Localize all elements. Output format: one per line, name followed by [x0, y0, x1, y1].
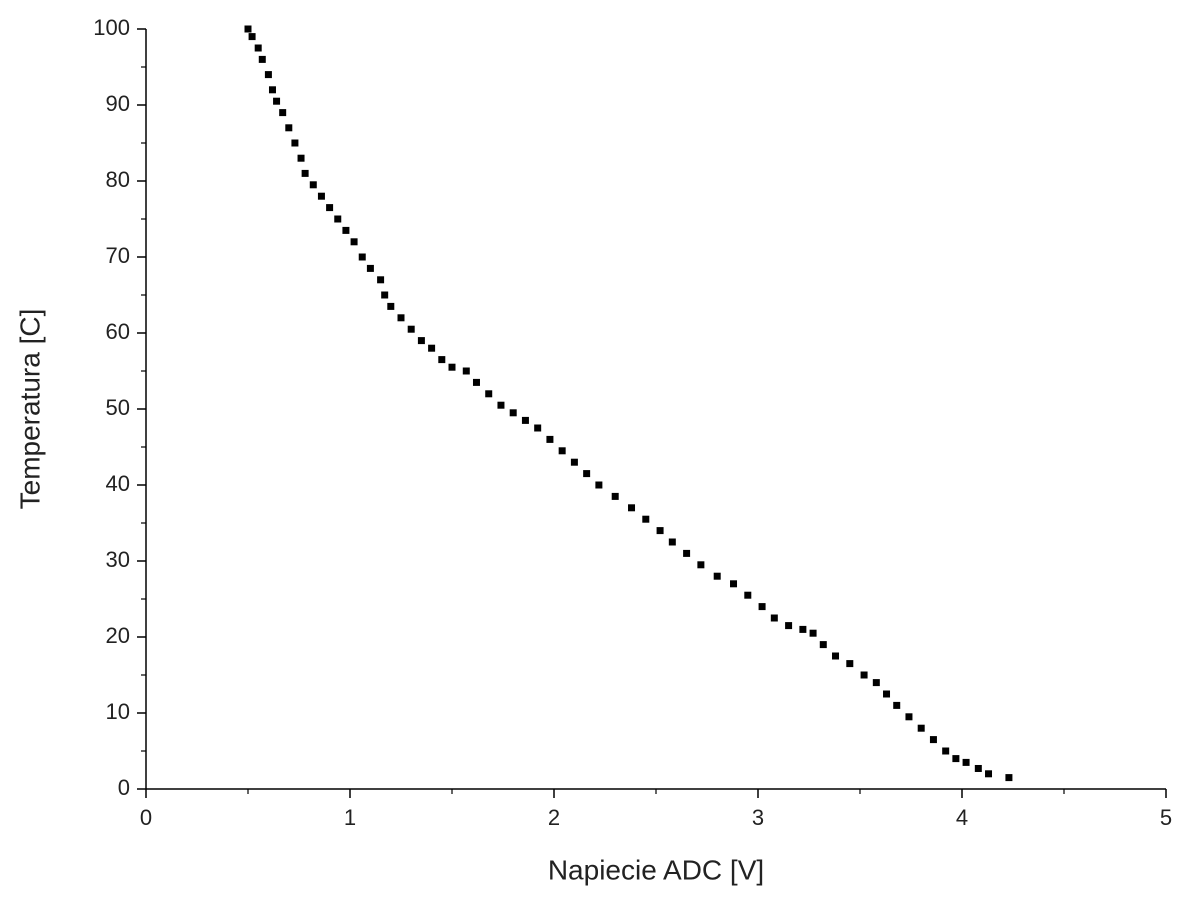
- point: [291, 139, 299, 147]
- point: [713, 572, 721, 580]
- point: [799, 625, 807, 633]
- point: [872, 679, 880, 687]
- point: [917, 724, 925, 732]
- point: [309, 181, 317, 189]
- point: [366, 264, 374, 272]
- point: [962, 758, 970, 766]
- point: [770, 614, 778, 622]
- y-tick-label: 70: [106, 243, 130, 268]
- point: [534, 424, 542, 432]
- point: [485, 390, 493, 398]
- point: [952, 755, 960, 763]
- point: [509, 409, 517, 417]
- point: [570, 458, 578, 466]
- point: [407, 325, 415, 333]
- point: [438, 356, 446, 364]
- point: [397, 314, 405, 322]
- point: [301, 169, 309, 177]
- x-tick-label: 2: [548, 805, 560, 830]
- point: [497, 401, 505, 409]
- x-tick-label: 4: [956, 805, 968, 830]
- y-tick-label: 80: [106, 167, 130, 192]
- y-tick-label: 100: [93, 15, 130, 40]
- point: [785, 622, 793, 630]
- point: [377, 276, 385, 284]
- point: [334, 215, 342, 223]
- point: [860, 671, 868, 679]
- point: [472, 378, 480, 386]
- point: [929, 736, 937, 744]
- point: [656, 527, 664, 535]
- point: [611, 492, 619, 500]
- y-tick-label: 30: [106, 547, 130, 572]
- point: [244, 25, 252, 33]
- point: [668, 538, 676, 546]
- point: [358, 253, 366, 261]
- x-tick-label: 0: [140, 805, 152, 830]
- point: [387, 302, 395, 310]
- point: [428, 344, 436, 352]
- point: [248, 33, 256, 41]
- point: [350, 238, 358, 246]
- x-tick-label: 5: [1160, 805, 1172, 830]
- point: [285, 124, 293, 132]
- point: [254, 44, 262, 52]
- point: [683, 549, 691, 557]
- point: [905, 713, 913, 721]
- x-tick-label: 3: [752, 805, 764, 830]
- point: [264, 71, 272, 79]
- point: [258, 55, 266, 63]
- point: [809, 629, 817, 637]
- point: [381, 291, 389, 299]
- point: [819, 641, 827, 649]
- point: [595, 481, 603, 489]
- point: [832, 652, 840, 660]
- point: [846, 660, 854, 668]
- point: [317, 192, 325, 200]
- point: [744, 591, 752, 599]
- point: [462, 367, 470, 375]
- point: [1005, 774, 1013, 782]
- point: [697, 561, 705, 569]
- y-tick-label: 10: [106, 699, 130, 724]
- point: [448, 363, 456, 371]
- x-axis-label: Napiecie ADC [V]: [548, 854, 764, 885]
- point: [521, 416, 529, 424]
- point: [583, 470, 591, 478]
- point: [893, 701, 901, 709]
- y-tick-label: 40: [106, 471, 130, 496]
- y-tick-label: 60: [106, 319, 130, 344]
- y-tick-label: 90: [106, 91, 130, 116]
- point: [883, 690, 891, 698]
- point: [268, 86, 276, 94]
- point: [558, 447, 566, 455]
- y-axis-label: Temperatura [C]: [14, 309, 45, 510]
- point: [758, 603, 766, 611]
- y-tick-label: 50: [106, 395, 130, 420]
- x-tick-label: 1: [344, 805, 356, 830]
- point: [642, 515, 650, 523]
- point: [417, 337, 425, 345]
- point: [297, 154, 305, 162]
- point: [942, 747, 950, 755]
- point: [326, 204, 334, 212]
- y-tick-label: 20: [106, 623, 130, 648]
- point: [273, 97, 281, 105]
- point: [985, 770, 993, 778]
- point: [546, 435, 554, 443]
- point: [628, 504, 636, 512]
- point: [730, 580, 738, 588]
- point: [974, 764, 982, 772]
- point: [279, 109, 287, 117]
- y-tick-label: 0: [118, 775, 130, 800]
- point: [342, 226, 350, 234]
